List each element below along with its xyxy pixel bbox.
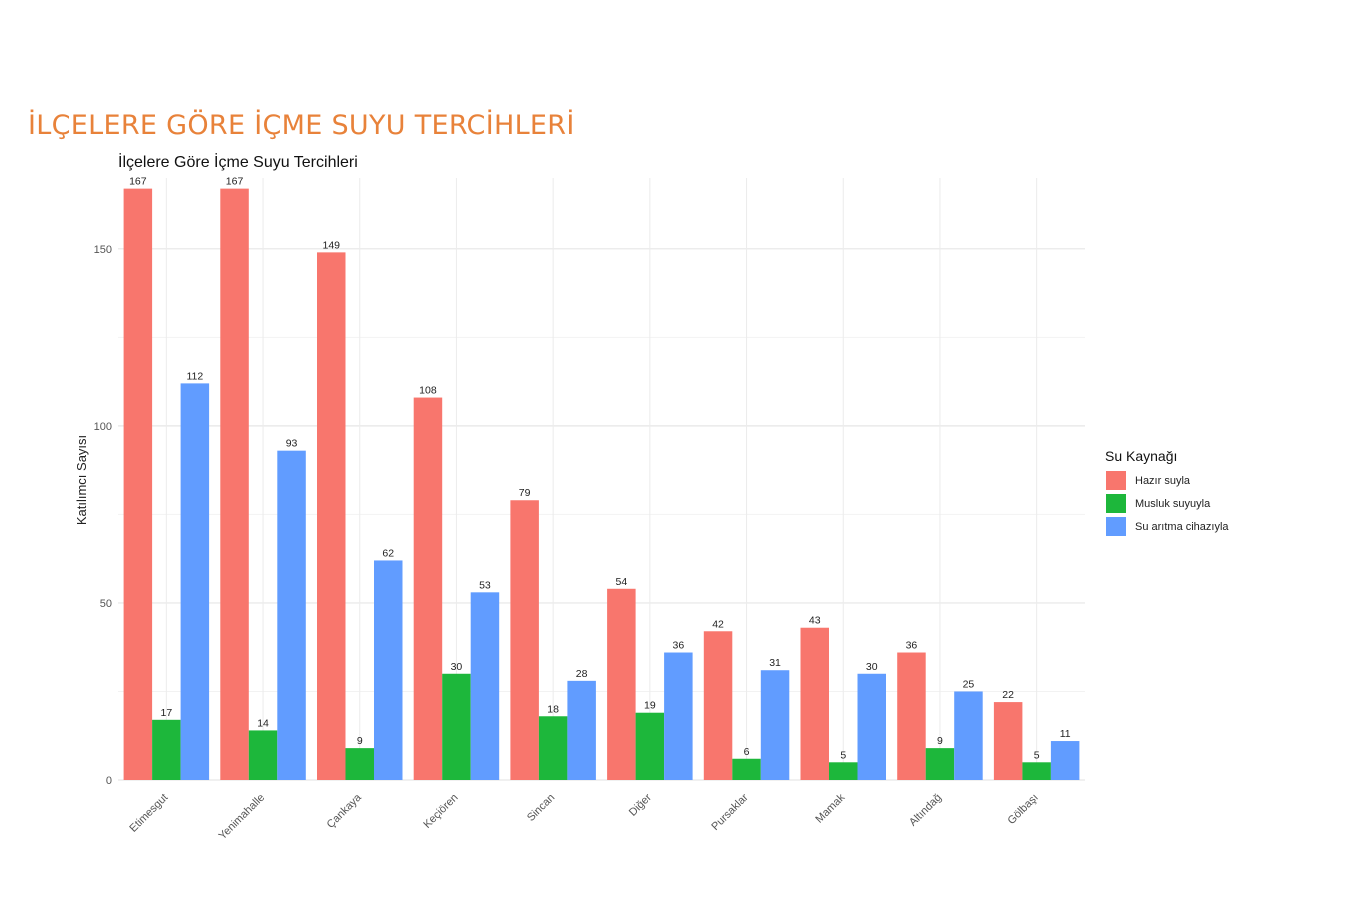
x-axis: Etimesgut Yenimahalle Çankaya Keçiören Sinca…	[127, 791, 1040, 842]
bar	[703, 631, 733, 780]
bar	[732, 758, 761, 780]
legend-label: Musluk suyuyla	[1135, 498, 1211, 510]
bar	[248, 730, 278, 780]
data-label: 31	[769, 657, 781, 669]
bar	[180, 383, 210, 780]
bar	[760, 670, 790, 780]
y-tick-label: 100	[94, 421, 112, 433]
bar	[374, 560, 403, 780]
data-label: 6	[744, 746, 750, 758]
y-tick-label: 150	[94, 244, 112, 256]
data-label: 9	[937, 735, 943, 747]
bar	[345, 748, 374, 780]
data-label: 18	[547, 703, 559, 715]
bar	[664, 652, 693, 780]
legend-swatch	[1106, 494, 1126, 513]
data-label: 30	[866, 661, 878, 673]
data-label: 28	[576, 668, 588, 680]
legend-label: Su arıtma cihazıyla	[1135, 521, 1229, 533]
data-label: 112	[186, 370, 203, 382]
bar	[857, 673, 886, 780]
x-tick-label: Diğer	[627, 791, 654, 818]
legend-label: Hazır suyla	[1135, 475, 1191, 487]
x-tick-label: Keçiören	[421, 792, 460, 831]
legend-swatch	[1106, 471, 1126, 490]
bar	[800, 627, 829, 780]
x-tick-label: Sincan	[525, 792, 557, 824]
x-tick-label: Çankaya	[325, 791, 365, 831]
bar	[442, 673, 471, 780]
bar	[607, 588, 636, 780]
bars	[123, 188, 1080, 781]
data-label: 54	[616, 576, 628, 588]
data-label: 5	[1034, 749, 1040, 761]
data-label: 22	[1002, 689, 1014, 701]
bar	[635, 712, 665, 780]
data-label: 25	[963, 678, 975, 690]
x-tick-label: Pursaklar	[709, 791, 751, 833]
x-tick-label: Mamak	[813, 791, 847, 825]
data-label: 167	[129, 176, 147, 188]
data-label: 167	[226, 176, 244, 188]
y-tick-label: 0	[106, 775, 112, 787]
bar	[1022, 762, 1051, 780]
bar	[413, 397, 443, 780]
legend-swatch	[1106, 517, 1126, 536]
data-label: 36	[673, 640, 685, 652]
grid-lines	[118, 178, 1085, 781]
x-tick-label: Etimesgut	[127, 792, 170, 835]
x-tick-label: Altındağ	[907, 792, 944, 829]
data-labels: 167 17 112 167 14 93 149 9 62 108 30 53 79 18 28 54 19 36…	[129, 176, 1071, 762]
y-tick-label: 50	[100, 598, 112, 610]
data-label: 19	[644, 700, 656, 712]
bar	[510, 500, 539, 780]
legend: Su Kaynağı Hazır suyla Musluk suyuyla Su a…	[1105, 448, 1229, 536]
data-label: 11	[1060, 728, 1071, 740]
bar	[220, 188, 249, 780]
data-label: 36	[906, 640, 918, 652]
data-label: 43	[809, 615, 821, 627]
x-tick-label: Yenimahalle	[217, 792, 268, 843]
data-label: 108	[419, 385, 437, 397]
bar	[1050, 741, 1080, 780]
bar	[897, 652, 926, 780]
bar	[829, 762, 858, 780]
bar	[317, 252, 346, 781]
data-label: 17	[161, 707, 173, 719]
data-label: 42	[712, 618, 724, 630]
data-label: 5	[840, 749, 846, 761]
slide-title: İLÇELERE GÖRE İÇME SUYU TERCİHLERİ	[28, 110, 575, 141]
data-label: 93	[286, 438, 298, 450]
data-label: 14	[257, 717, 269, 729]
chart-title: İlçelere Göre İçme Suyu Tercihleri	[118, 152, 358, 171]
y-axis-title: Katılımcı Sayısı	[74, 435, 89, 525]
bar	[954, 691, 983, 780]
bar	[538, 716, 568, 780]
bar	[152, 719, 181, 780]
legend-title: Su Kaynağı	[1105, 448, 1177, 464]
data-label: 62	[382, 547, 394, 559]
bar	[993, 702, 1023, 780]
data-label: 79	[519, 487, 531, 499]
bar	[925, 748, 955, 780]
y-axis: 0 50 100 150	[94, 244, 112, 787]
data-label: 30	[451, 661, 463, 673]
x-tick-label: Gölbaşı	[1005, 792, 1040, 827]
bar	[567, 680, 596, 780]
bar	[470, 592, 500, 780]
bar	[277, 450, 306, 780]
bar	[123, 188, 153, 780]
data-label: 9	[357, 735, 363, 747]
data-label: 53	[479, 579, 491, 591]
data-label: 149	[322, 239, 340, 251]
